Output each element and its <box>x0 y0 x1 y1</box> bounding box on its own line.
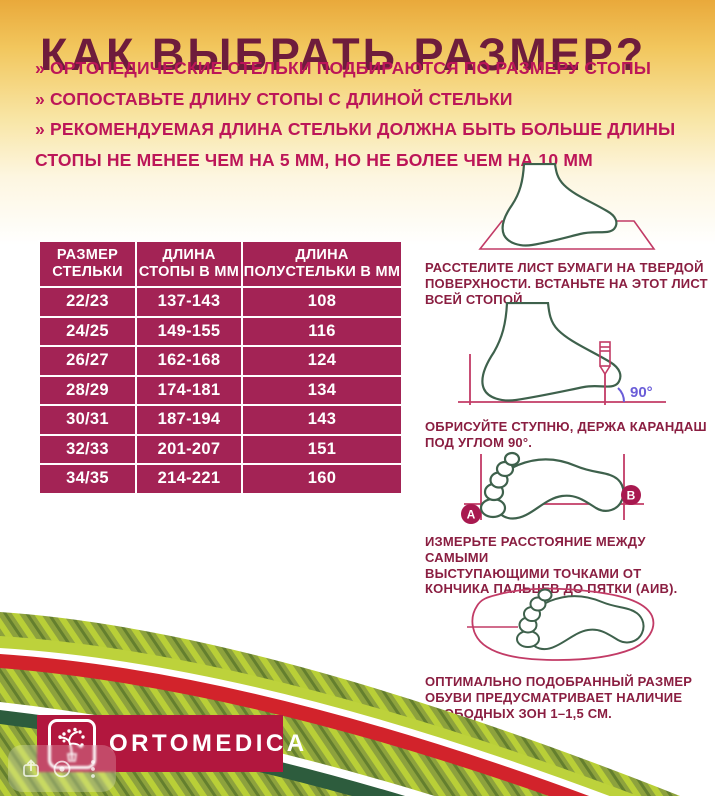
point-b-badge: В <box>621 485 641 505</box>
lens-icon[interactable] <box>51 758 73 780</box>
cell-size: 34/35 <box>38 463 137 495</box>
svg-text:В: В <box>627 489 636 503</box>
wave-band-striped-inner <box>0 724 715 796</box>
step2-caption: ОБРИСУЙТЕ СТУПНЮ, ДЕРЖА КАРАНДАШ ПОД УГЛ… <box>425 419 707 450</box>
cell-foot-length: 137-143 <box>135 286 243 318</box>
cell-foot-length: 201-207 <box>135 433 243 465</box>
cell-foot-length: 162-168 <box>135 345 243 377</box>
pencil-icon <box>599 341 611 376</box>
brand-name: ORTOMEDICA <box>109 729 308 757</box>
share-icon[interactable] <box>20 758 42 780</box>
table-row: 22/23 137-143 108 <box>38 286 403 318</box>
table-row: 34/35 214-221 160 <box>38 463 403 495</box>
cell-half-insole: 151 <box>241 433 403 465</box>
cell-half-insole: 108 <box>241 286 403 318</box>
table-row: 24/25 149-155 116 <box>38 315 403 347</box>
cell-size: 26/27 <box>38 345 137 377</box>
bullet-1: » ОРТОПЕДИЧЕСКИЕ СТЕЛЬКИ ПОДБИРАЮТСЯ ПО … <box>35 58 652 78</box>
foot-on-paper-illustration <box>478 163 656 250</box>
cell-size: 32/33 <box>38 433 137 465</box>
trace-foot-illustration: 90° <box>458 302 666 405</box>
cell-half-insole: 160 <box>241 463 403 495</box>
cell-size: 22/23 <box>38 286 137 318</box>
svg-text:А: А <box>467 508 476 522</box>
col-header-insole-size: РАЗМЕР СТЕЛЬКИ <box>38 240 137 288</box>
foot-side-outline <box>481 302 622 402</box>
step4-caption: ОПТИМАЛЬНО ПОДОБРАННЫЙ РАЗМЕР ОБУВИ ПРЕД… <box>425 674 693 721</box>
angle-arc <box>617 387 626 403</box>
shoe-outline <box>471 587 655 661</box>
cell-size: 30/31 <box>38 404 137 436</box>
step3-caption: ИЗМЕРЬТЕ РАССТОЯНИЕ МЕЖДУ САМЫМИ ВЫСТУПА… <box>425 534 678 597</box>
cell-foot-length: 214-221 <box>135 463 243 495</box>
bullet-3: » РЕКОМЕНДУЕМАЯ ДЛИНА СТЕЛЬКИ ДОЛЖНА БЫТ… <box>35 114 683 175</box>
cell-size: 28/29 <box>38 374 137 406</box>
angle-label: 90° <box>630 384 653 401</box>
cell-foot-length: 187-194 <box>135 404 243 436</box>
table-row: 26/27 162-168 124 <box>38 345 403 377</box>
cell-foot-length: 149-155 <box>135 315 243 347</box>
cell-half-insole: 116 <box>241 315 403 347</box>
image-viewer-overlay <box>8 745 116 792</box>
measure-footprint-illustration: А В <box>461 451 644 524</box>
table-row: 28/29 174-181 134 <box>38 374 403 406</box>
col-header-foot-length: ДЛИНА СТОПЫ В ММ <box>135 240 243 288</box>
bullet-2: » СОПОСТАВЬТЕ ДЛИНУ СТОПЫ С ДЛИНОЙ СТЕЛЬ… <box>35 88 513 109</box>
page-title: КАК ВЫБРАТЬ РАЗМЕР? <box>40 29 647 81</box>
cell-half-insole: 143 <box>241 404 403 436</box>
table-header-row: РАЗМЕР СТЕЛЬКИ ДЛИНА СТОПЫ В ММ ДЛИНА ПО… <box>38 240 403 288</box>
foot-side-outline <box>501 163 618 247</box>
point-a-badge: А <box>461 504 481 524</box>
step1-caption: РАССТЕЛИТЕ ЛИСТ БУМАГИ НА ТВЕРДОЙ ПОВЕРХ… <box>425 260 708 307</box>
bullet-3-emphasis: БОЛЬШЕ ДЛИНЫ СТОПЫ НЕ МЕНЕЕ ЧЕМ НА 5 ММ,… <box>35 119 676 170</box>
more-options-icon[interactable] <box>82 758 104 780</box>
insole-size-table: РАЗМЕР СТЕЛЬКИ ДЛИНА СТОПЫ В ММ ДЛИНА ПО… <box>38 240 403 495</box>
cell-half-insole: 134 <box>241 374 403 406</box>
intro-bullets: » ОРТОПЕДИЧЕСКИЕ СТЕЛЬКИ ПОДБИРАЮТСЯ ПО … <box>35 53 683 175</box>
cell-size: 24/25 <box>38 315 137 347</box>
footprint-outline <box>479 451 625 520</box>
bullet-3-text: » РЕКОМЕНДУЕМАЯ ДЛИНА СТЕЛЬКИ ДОЛЖНА БЫТ… <box>35 119 522 139</box>
table-row: 32/33 201-207 151 <box>38 433 403 465</box>
footprint-outline <box>516 588 645 651</box>
table-row: 30/31 187-194 143 <box>38 404 403 436</box>
cell-half-insole: 124 <box>241 345 403 377</box>
footprint-in-shoe-illustration <box>467 587 655 661</box>
cell-foot-length: 174-181 <box>135 374 243 406</box>
col-header-half-insole-length: ДЛИНА ПОЛУСТЕЛЬКИ В ММ <box>241 240 403 288</box>
